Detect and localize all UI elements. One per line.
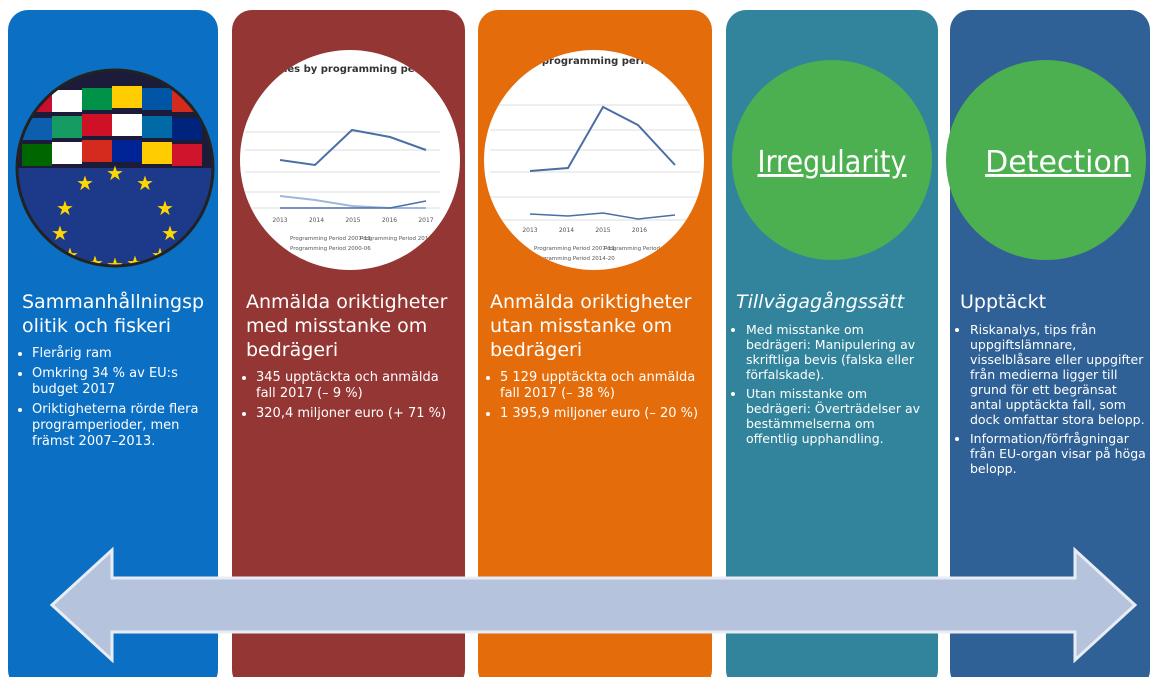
panel-heading: Anmälda oriktigheter med misstanke om be… (246, 290, 456, 362)
bullet: 5 129 upptäckta och anmälda fall 2017 (–… (500, 370, 702, 402)
svg-text:★: ★ (136, 171, 154, 195)
year-label: 2015 (595, 227, 610, 234)
svg-text:★: ★ (51, 221, 69, 245)
bullet: Med misstanke om bedrägeri: Manipulering… (746, 322, 926, 382)
bullet: Flerårig ram (32, 346, 212, 362)
bullet-list: Med misstanke om bedrägeri: Manipulering… (736, 322, 926, 446)
bullet: Riskanalys, tips från uppgiftslämnare, v… (970, 322, 1150, 427)
legend-entry: Programming Period 2000-06 (290, 246, 371, 252)
infographic: ★★★ ★★★ ★★★ ★★★ nber of irregularities b… (0, 0, 1150, 677)
bullet: 320,4 miljoner euro (+ 71 %) (256, 406, 456, 422)
bullet: 345 upptäckta och anmälda fall 2017 (– 9… (256, 370, 456, 402)
year-label: 2015 (345, 217, 360, 224)
bullet: 1 395,9 miljoner euro (– 20 %) (500, 406, 702, 422)
circle-label: Detection (985, 145, 1131, 180)
svg-text:★: ★ (161, 221, 179, 245)
svg-text:★: ★ (106, 161, 124, 185)
bullet-list: 5 129 upptäckta och anmälda fall 2017 (–… (490, 370, 702, 422)
panel-heading: Tillvägagångssätt (736, 290, 926, 314)
year-label: 2014 (559, 227, 574, 234)
bullet: Omkring 34 % av EU:s budget 2017 (32, 366, 212, 398)
year-label: 2016 (632, 227, 647, 234)
year-label: 2017 (418, 217, 433, 224)
bullet-list: 345 upptäckta och anmälda fall 2017 (– 9… (246, 370, 456, 422)
svg-text:★: ★ (56, 196, 74, 220)
year-label: 2016 (382, 217, 397, 224)
panel-heading: Upptäckt (960, 290, 1150, 314)
bullet: Oriktigheterna rörde flera programperiod… (32, 402, 212, 450)
panel-heading: Sammanhållningspolitik och fiskeri (22, 290, 212, 338)
bullet-list: Flerårig ram Omkring 34 % av EU:s budget … (22, 346, 212, 450)
svg-text:★: ★ (156, 196, 174, 220)
panel-text: Anmälda oriktigheter med misstanke om be… (246, 290, 456, 426)
svg-text:★: ★ (76, 171, 94, 195)
panel-text: Sammanhållningspolitik och fiskeri Flerår… (22, 290, 212, 454)
year-label: 2013 (272, 217, 287, 224)
panel-text: Anmälda oriktigheter utan misstanke om b… (490, 290, 702, 426)
year-label: 2013 (522, 227, 537, 234)
year-label: 2014 (309, 217, 324, 224)
bullet: Information/förfrågningar från EU-organ … (970, 431, 1150, 476)
panel-heading: Anmälda oriktigheter utan misstanke om b… (490, 290, 702, 362)
circle-label: Irregularity (758, 145, 907, 180)
panel-text: Upptäckt Riskanalys, tips från uppgiftslä… (960, 290, 1150, 480)
bullet-list: Riskanalys, tips från uppgiftslämnare, v… (960, 322, 1150, 476)
bullet: Utan misstanke om bedrägeri: Överträdels… (746, 386, 926, 446)
panel-text: Tillvägagångssätt Med misstanke om bedräg… (736, 290, 926, 450)
